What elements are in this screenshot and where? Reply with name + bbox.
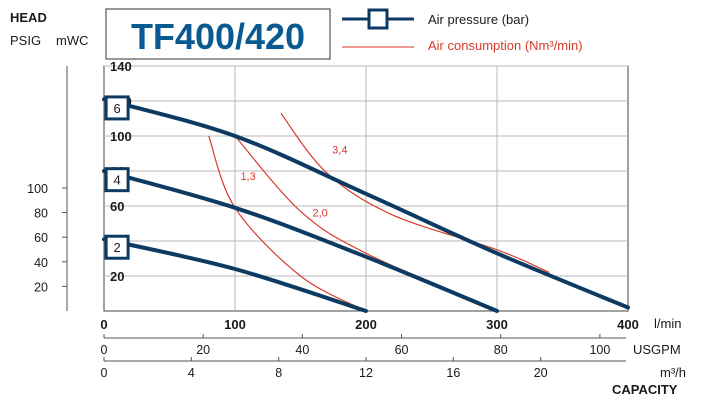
title-box xyxy=(105,8,331,60)
x-unit-lmin: l/min xyxy=(654,316,681,331)
lmin-tick-label: 100 xyxy=(224,317,246,332)
m3h-tick-label: 0 xyxy=(101,366,108,380)
m3h-tick-label: 20 xyxy=(534,366,548,380)
lmin-tick-label: 400 xyxy=(617,317,639,332)
pressure-marker-4 xyxy=(104,167,130,193)
lmin-tick-label: 200 xyxy=(355,317,377,332)
consumption-curve-label: 1,3 xyxy=(240,171,255,183)
pressure-marker-label: 4 xyxy=(113,173,120,188)
lmin-tick-label: 300 xyxy=(486,317,508,332)
m3h-tick-label: 16 xyxy=(446,366,460,380)
legend-pressure-label: Air pressure (bar) xyxy=(428,12,529,27)
psig-tick-label: 100 xyxy=(27,182,48,196)
x-unit-usgpm: USGPM xyxy=(633,342,681,357)
usgpm-tick-label: 20 xyxy=(196,343,210,357)
consumption-curve-1,3 xyxy=(208,135,367,312)
consumption-curve-3,4 xyxy=(280,112,550,274)
usgpm-tick-label: 80 xyxy=(494,343,508,357)
psig-tick-label: 60 xyxy=(34,231,48,245)
m3h-tick-label: 8 xyxy=(275,366,282,380)
psig-ticks: 20 40 60 80 100 xyxy=(27,182,67,294)
m3h-tick-label: 4 xyxy=(188,366,195,380)
m3h-ticks: 0 4 8 12 16 20 xyxy=(101,357,548,380)
mwc-tick-label: 60 xyxy=(110,199,124,214)
mwc-tick-label: 100 xyxy=(110,129,132,144)
psig-tick-label: 20 xyxy=(34,280,48,294)
m3h-tick-label: 12 xyxy=(359,366,373,380)
x-unit-m3h: m³/h xyxy=(660,365,686,380)
chart-title: TF400/420 xyxy=(131,16,305,57)
pressure-marker-6 xyxy=(104,95,130,121)
consumption-curve-label: 2,0 xyxy=(313,208,328,220)
pressure-curve-4 xyxy=(102,169,499,313)
lmin-tick-label: 0 xyxy=(100,317,107,332)
legend-pressure-marker xyxy=(367,8,389,30)
consumption-curve-label: 3,4 xyxy=(332,145,347,157)
mwc-tick-label: 140 xyxy=(110,59,132,74)
pressure-curve-2 xyxy=(102,237,368,313)
psig-tick-label: 80 xyxy=(34,207,48,221)
lmin-ticks: 0 100 200 300 400 xyxy=(100,317,638,332)
usgpm-tick-label: 100 xyxy=(589,343,610,357)
usgpm-tick-label: 40 xyxy=(295,343,309,357)
x-header: CAPACITY xyxy=(612,382,678,397)
pressure-marker-label: 6 xyxy=(113,101,120,116)
usgpm-tick-label: 0 xyxy=(101,343,108,357)
y-unit-psig: PSIG xyxy=(10,33,41,48)
usgpm-tick-label: 60 xyxy=(395,343,409,357)
pressure-marker-2 xyxy=(104,234,130,260)
grid xyxy=(104,65,628,311)
y-unit-mwc: mWC xyxy=(56,33,89,48)
pressure-curve-6 xyxy=(102,97,630,310)
usgpm-ticks: 0 20 40 60 80 100 xyxy=(101,334,610,357)
air-pressure-curves: 6 4 2 xyxy=(102,95,630,313)
mwc-tick-label: 20 xyxy=(110,269,124,284)
psig-tick-label: 40 xyxy=(34,256,48,270)
legend-consumption-label: Air consumption (Nm³/min) xyxy=(428,38,583,53)
legend: Air pressure (bar) Air consumption (Nm³/… xyxy=(342,8,583,53)
pressure-marker-label: 2 xyxy=(113,240,120,255)
y-header: HEAD xyxy=(10,10,47,25)
